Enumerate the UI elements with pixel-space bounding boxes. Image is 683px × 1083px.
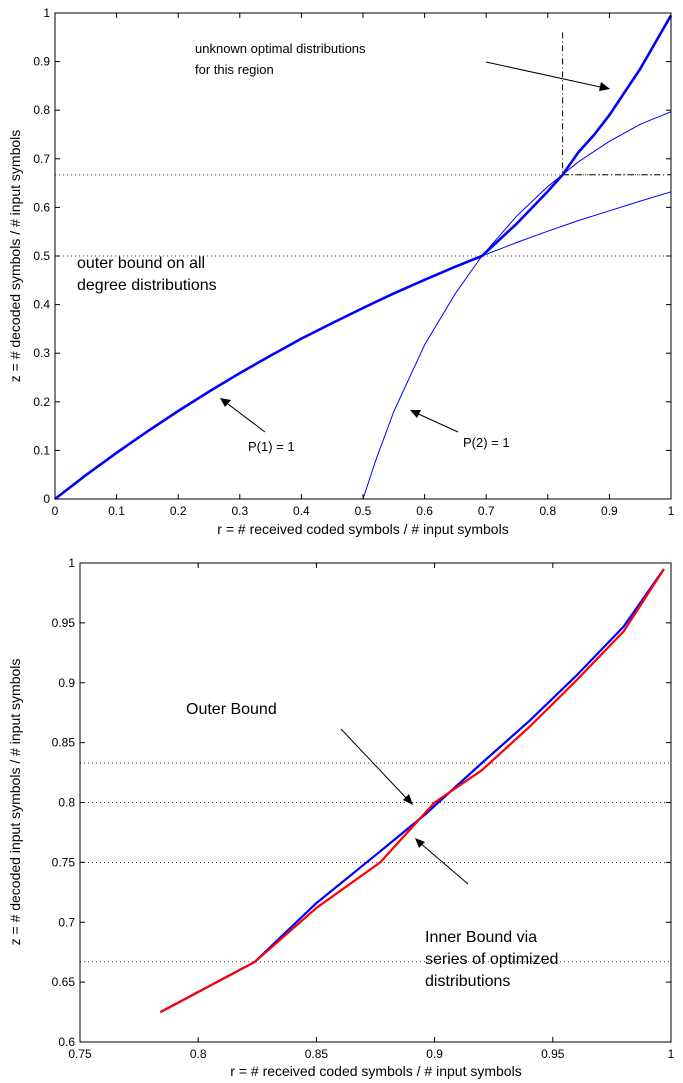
top-x-tick-label: 0.6 (416, 504, 433, 518)
top-series-line (54, 14, 673, 501)
top-y-tick-label: 0.5 (33, 249, 50, 263)
bottom-y-tick-label: 0.6 (58, 1035, 75, 1049)
bottom-series-line (159, 568, 665, 1014)
top-y-tick-label: 0.9 (33, 55, 50, 69)
bottom-x-tick-label: 0.95 (541, 1047, 565, 1061)
bottom-annotation-inner-line-2: series of optimized (425, 951, 558, 968)
bottom-annotation-inner-line-1: Inner Bound via (425, 929, 537, 946)
bottom-y-tick-label: 0.65 (52, 975, 76, 989)
top-y-tick-label: 0 (43, 492, 50, 506)
bottom-series-line (159, 568, 665, 1014)
bottom-x-tick-label: 0.9 (426, 1047, 443, 1061)
bottom-annotation-inner-line-3: distributions (425, 973, 510, 990)
bottom-annotation-outer-bound: Outer Bound (186, 701, 277, 718)
bottom-ref-lines (80, 762, 671, 963)
top-annotation-p2: P(2) = 1 (463, 435, 510, 450)
bottom-y-axis-label: z = # decoded input symbols / # input sy… (7, 659, 23, 946)
top-x-tick-label: 0.7 (478, 504, 495, 518)
top-x-tick-label: 0.2 (170, 504, 187, 518)
top-x-tick-label: 0.1 (108, 504, 125, 518)
top-arrow-p1 (220, 398, 266, 433)
bottom-y-tick-label: 1 (68, 556, 75, 570)
top-x-tick-label: 0.3 (231, 504, 248, 518)
bottom-y-ticks: 0.6 0.65 0.7 0.75 0.8 0.85 0.9 0.95 1 (52, 556, 671, 1049)
top-y-tick-label: 0.3 (33, 346, 50, 360)
bottom-x-tick-label: 0.85 (305, 1047, 329, 1061)
top-y-tick-label: 0.8 (33, 103, 50, 117)
top-y-tick-label: 1 (43, 6, 50, 20)
top-x-tick-label: 0 (52, 504, 59, 518)
top-annotation-unknown-line-1: unknown optimal distributions (195, 41, 366, 56)
top-y-tick-label: 0.2 (33, 395, 50, 409)
top-annotation-outer-line-2: degree distributions (77, 277, 217, 294)
bottom-y-tick-label: 0.8 (58, 796, 75, 810)
top-x-axis-label: r = # received coded symbols / # input s… (217, 521, 508, 537)
bottom-chart: 0.75 0.8 0.85 0.9 0.95 1 0.6 0.65 0.7 0.75 0.8 0.8… (7, 556, 675, 1079)
top-x-tick-label: 0.4 (293, 504, 310, 518)
bottom-arrow-outer (340, 728, 413, 805)
bottom-y-tick-label: 0.9 (58, 676, 75, 690)
top-x-tick-label: 1 (668, 504, 675, 518)
top-y-tick-label: 0.6 (33, 200, 50, 214)
top-ref-lines (55, 174, 671, 257)
top-annotation-p1: P(1) = 1 (248, 439, 295, 454)
bottom-arrow-inner (415, 838, 469, 885)
top-x-ticks: 0 0.1 0.2 0.3 0.4 0.5 0.6 0.7 0.8 0.9 1 (52, 13, 675, 518)
top-arrow-unknown (485, 61, 610, 91)
top-annotation-outer-line-1: outer bound on all (77, 255, 205, 272)
top-x-tick-label: 0.9 (601, 504, 618, 518)
top-annotation-unknown-line-2: for this region (195, 62, 274, 77)
top-x-tick-label: 0.8 (539, 504, 556, 518)
top-series (54, 14, 673, 501)
bottom-x-axis-label: r = # received coded symbols / # input s… (230, 1063, 521, 1079)
top-series-line (55, 111, 672, 500)
top-y-ticks: 0 0.1 0.2 0.3 0.4 0.5 0.6 0.7 0.8 0.9 1 (33, 6, 671, 506)
top-chart: 0 0.1 0.2 0.3 0.4 0.5 0.6 0.7 0.8 0.9 1 0 0.1 0.2 0.3… (7, 6, 675, 537)
bottom-x-tick-label: 0.75 (68, 1047, 92, 1061)
top-y-tick-label: 0.7 (33, 152, 50, 166)
top-arrow-p2 (410, 410, 459, 433)
bottom-y-tick-label: 0.95 (52, 616, 76, 630)
top-y-tick-label: 0.4 (33, 298, 50, 312)
bottom-x-tick-label: 1 (668, 1047, 675, 1061)
bottom-x-tick-label: 0.8 (190, 1047, 207, 1061)
bottom-y-tick-label: 0.75 (52, 855, 76, 869)
bottom-y-tick-label: 0.85 (52, 736, 76, 750)
bottom-y-tick-label: 0.7 (58, 915, 75, 929)
bottom-x-ticks: 0.75 0.8 0.85 0.9 0.95 1 (68, 563, 675, 1061)
top-series-line (481, 191, 672, 257)
top-x-tick-label: 0.5 (355, 504, 372, 518)
top-y-tick-label: 0.1 (33, 443, 50, 457)
bottom-series (159, 568, 665, 1014)
top-y-axis-label: z = # decoded symbols / # input symbols (7, 130, 23, 383)
